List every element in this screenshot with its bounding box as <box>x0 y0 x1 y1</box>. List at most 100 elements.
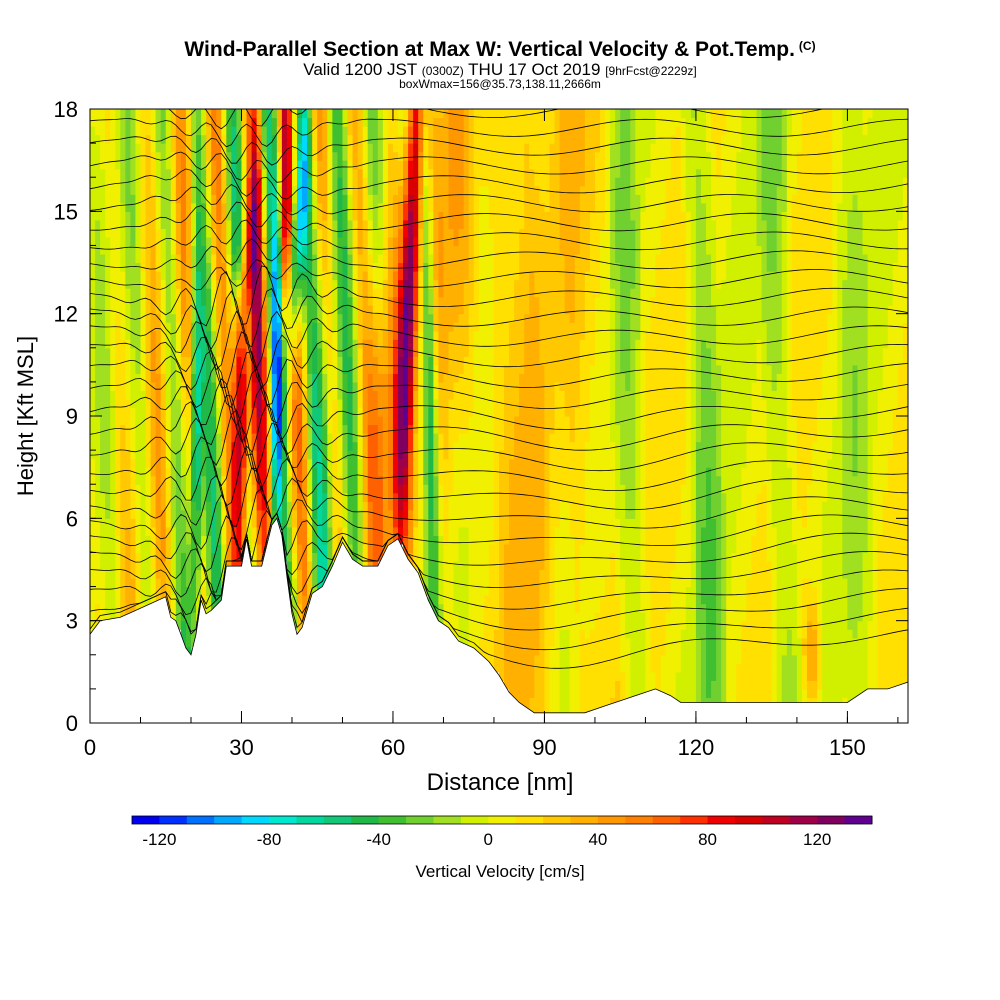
w-cell <box>493 279 500 289</box>
w-cell <box>190 134 197 144</box>
w-cell <box>519 629 525 639</box>
w-cell <box>403 288 409 298</box>
w-cell <box>453 151 460 161</box>
w-cell <box>382 407 389 417</box>
w-cell <box>160 441 167 451</box>
w-cell <box>362 160 369 170</box>
w-cell <box>488 373 495 383</box>
w-cell <box>130 262 137 272</box>
w-cell <box>493 194 500 204</box>
w-cell <box>488 219 495 229</box>
w-cell <box>120 117 126 127</box>
w-cell <box>236 526 243 536</box>
w-cell <box>317 475 323 485</box>
w-cell <box>165 202 172 212</box>
w-cell <box>266 492 273 502</box>
w-cell <box>418 560 424 571</box>
w-cell <box>276 339 283 349</box>
w-cell <box>433 398 440 409</box>
w-cell <box>433 467 440 477</box>
w-cell <box>458 560 465 571</box>
w-cell <box>473 364 480 374</box>
w-cell <box>403 492 409 502</box>
w-cell <box>155 398 162 409</box>
w-cell <box>165 219 172 229</box>
w-cell <box>261 305 268 315</box>
w-cell <box>312 313 318 323</box>
w-cell <box>337 330 344 340</box>
w-cell <box>377 211 384 221</box>
w-cell <box>458 526 465 536</box>
w-cell <box>332 475 339 485</box>
w-cell <box>362 236 369 247</box>
w-cell <box>458 441 465 451</box>
w-cell <box>297 322 303 332</box>
w-cell <box>408 509 414 519</box>
w-cell <box>95 509 101 519</box>
w-cell <box>115 168 121 178</box>
w-cell <box>428 398 434 409</box>
w-cell <box>95 535 101 545</box>
w-cell <box>90 219 96 229</box>
w-cell <box>150 433 157 443</box>
w-cell <box>115 364 121 374</box>
w-cell <box>291 467 298 477</box>
w-cell <box>190 586 197 596</box>
w-cell <box>175 560 182 571</box>
w-cell <box>155 458 162 468</box>
w-cell <box>165 356 172 366</box>
w-cell <box>135 603 142 613</box>
w-cell <box>241 185 248 195</box>
w-cell <box>509 552 515 562</box>
w-cell <box>216 552 222 562</box>
w-cell <box>281 236 288 247</box>
w-cell <box>145 211 152 221</box>
w-cell <box>297 467 303 477</box>
w-cell <box>226 322 232 332</box>
w-cell <box>286 117 293 127</box>
w-cell <box>478 347 485 357</box>
w-cell <box>438 416 445 426</box>
w-cell <box>433 509 440 519</box>
w-cell <box>342 185 349 195</box>
w-cell <box>367 296 374 306</box>
w-cell <box>387 398 394 409</box>
w-cell <box>281 509 288 519</box>
w-cell <box>392 219 399 229</box>
w-cell <box>443 390 450 400</box>
w-cell <box>433 501 440 511</box>
w-cell <box>362 185 369 195</box>
w-cell <box>433 586 440 596</box>
w-cell <box>483 484 490 494</box>
w-cell <box>266 313 273 323</box>
w-cell <box>392 168 399 178</box>
w-cell <box>125 330 131 340</box>
w-cell <box>347 407 354 417</box>
w-cell <box>286 347 293 357</box>
w-cell <box>175 262 182 272</box>
w-cell <box>120 305 126 315</box>
w-cell <box>206 501 212 511</box>
w-cell <box>95 262 101 272</box>
w-cell <box>327 526 333 536</box>
w-cell <box>403 279 409 289</box>
w-cell <box>347 126 354 136</box>
w-cell <box>382 160 389 170</box>
w-cell <box>392 347 399 357</box>
w-cell <box>413 211 419 221</box>
w-cell <box>241 296 248 306</box>
w-cell <box>120 407 126 417</box>
w-cell <box>236 279 243 289</box>
w-cell <box>398 262 404 272</box>
w-cell <box>453 612 460 622</box>
w-cell <box>170 236 177 247</box>
w-cell <box>347 433 354 443</box>
w-cell <box>145 518 152 528</box>
w-cell <box>90 560 96 571</box>
w-cell <box>433 211 440 221</box>
w-cell <box>216 543 222 554</box>
w-cell <box>377 228 384 238</box>
w-cell <box>312 390 318 400</box>
w-cell <box>357 177 364 187</box>
w-cell <box>216 168 222 178</box>
